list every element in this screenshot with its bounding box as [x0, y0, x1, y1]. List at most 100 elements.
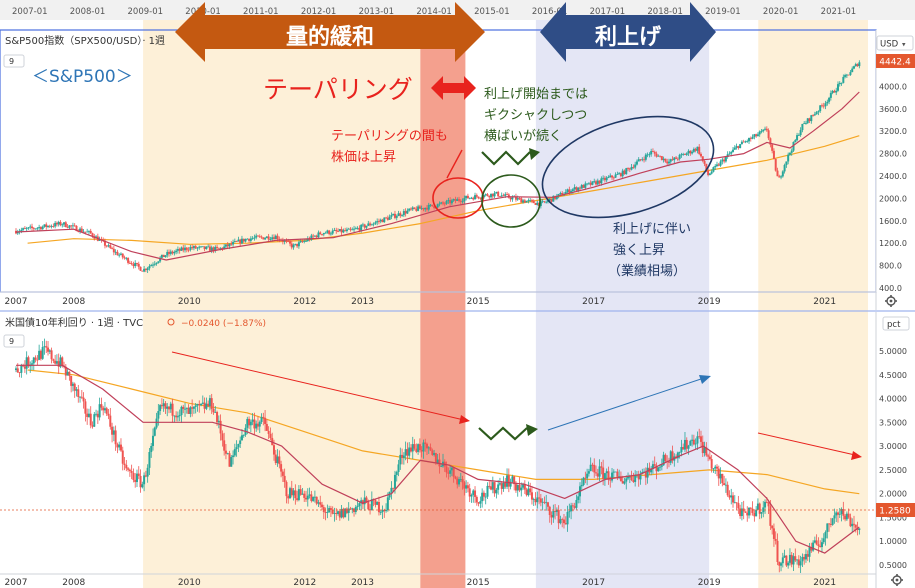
spx-candle	[459, 200, 462, 202]
yield-candle	[98, 404, 101, 418]
yield-candle	[386, 497, 389, 511]
spx-candle	[66, 226, 69, 228]
yield-candle	[141, 484, 144, 488]
spx-candle	[328, 230, 331, 235]
spx-y-tick-label: 4000.0	[879, 82, 907, 91]
yield-candle	[566, 511, 569, 525]
yield-candle	[214, 411, 217, 413]
spx-candle	[568, 189, 571, 193]
yield-candle	[162, 403, 165, 407]
yield-candle	[160, 405, 163, 407]
top-date-label: 2014-01	[416, 7, 452, 17]
yield-candle	[223, 440, 226, 451]
yield-candle	[132, 472, 135, 480]
yield-candle	[360, 500, 363, 504]
spx-candle	[675, 157, 678, 159]
yield-y-tick-label: 5.0000	[879, 347, 907, 356]
yield-candle	[363, 497, 366, 505]
yield-candle	[609, 479, 612, 481]
spx-candle	[175, 250, 178, 253]
yield-candle	[504, 482, 507, 487]
yield-candle	[482, 492, 485, 497]
yield-candle	[655, 465, 658, 472]
yield-candle	[500, 483, 503, 489]
yield-candle	[735, 502, 738, 504]
currency-selector[interactable]: USD ▾	[876, 35, 914, 51]
spx-candle	[397, 213, 400, 217]
top-date-label: 2007-01	[12, 7, 48, 17]
spx-candle	[283, 240, 286, 242]
spx-symbol-toggle[interactable]: 9	[3, 54, 25, 68]
yield-candle	[173, 415, 176, 417]
yield-candle	[767, 502, 770, 507]
yield-candle	[361, 500, 364, 505]
yield-candle	[716, 466, 719, 469]
status-dot-icon	[167, 318, 175, 326]
spx-candle	[666, 161, 669, 164]
spx-candle	[121, 253, 124, 258]
spx-candle	[506, 194, 509, 196]
sideways-note-1: 利上げ開始までは	[484, 87, 588, 102]
spx-y-tick-label: 400.0	[879, 284, 902, 293]
spx-candle	[212, 247, 215, 251]
spx-candle	[112, 248, 115, 253]
yield-candle	[207, 403, 210, 407]
spx-candle	[313, 235, 316, 237]
spx-candle	[159, 257, 162, 262]
yield-candle	[16, 368, 19, 373]
yield-candle	[269, 433, 272, 438]
spx-candle	[417, 206, 420, 211]
spx-candle	[445, 201, 448, 204]
yield-candle	[274, 454, 277, 464]
spx-time-axis: 2007 2008 2010 2012 2013 2015 2017 2019 2021	[0, 291, 876, 307]
spx-candle	[847, 74, 850, 76]
currency-label: USD	[880, 40, 899, 50]
yield-candle	[385, 510, 388, 512]
yield-candle	[634, 475, 637, 482]
yield-candle	[344, 508, 347, 518]
yield-candle	[498, 483, 501, 485]
yield-settings-gear-icon[interactable]	[891, 574, 903, 586]
yield-candle	[628, 476, 631, 478]
yield-candle	[676, 452, 679, 459]
spx-candle	[730, 151, 733, 154]
yield-candle	[66, 371, 69, 376]
spx-settings-gear-icon[interactable]	[885, 295, 897, 307]
yield-candle	[737, 503, 740, 509]
yield-candle	[415, 448, 418, 452]
spx-candle	[305, 240, 308, 242]
yield-candle	[660, 465, 663, 467]
yield-candle	[151, 435, 154, 446]
spx-candle	[321, 234, 324, 236]
spx-candle	[616, 174, 619, 175]
spx-candle	[817, 111, 820, 113]
yield-candle	[854, 524, 857, 528]
spx-candle	[767, 130, 770, 139]
yield-candle	[625, 478, 628, 482]
yield-candle	[570, 505, 573, 512]
spx-candle	[344, 230, 347, 232]
spx-candle	[420, 208, 423, 209]
yield-symbol-toggle[interactable]: 9	[3, 334, 25, 348]
yield-candle	[235, 447, 238, 450]
spx-candle	[598, 180, 601, 184]
hike-band	[535, 0, 710, 588]
spx-candle	[820, 105, 823, 107]
yield-candle	[781, 557, 784, 564]
yield-candle	[15, 368, 17, 371]
yield-candle	[589, 464, 592, 472]
spx-candle	[671, 159, 674, 161]
yield-candle	[595, 472, 598, 474]
yield-candle	[548, 506, 551, 516]
yield-candle	[45, 346, 48, 348]
yield-candle	[171, 403, 174, 416]
yield-candle	[847, 513, 850, 518]
yield-candle	[253, 419, 256, 429]
yield-candle	[315, 496, 318, 504]
spx-candle	[260, 236, 263, 238]
yield-candle	[287, 496, 290, 499]
yield-candle	[329, 508, 332, 510]
unit-selector[interactable]: pct	[882, 316, 910, 331]
spx-candle	[103, 240, 106, 246]
